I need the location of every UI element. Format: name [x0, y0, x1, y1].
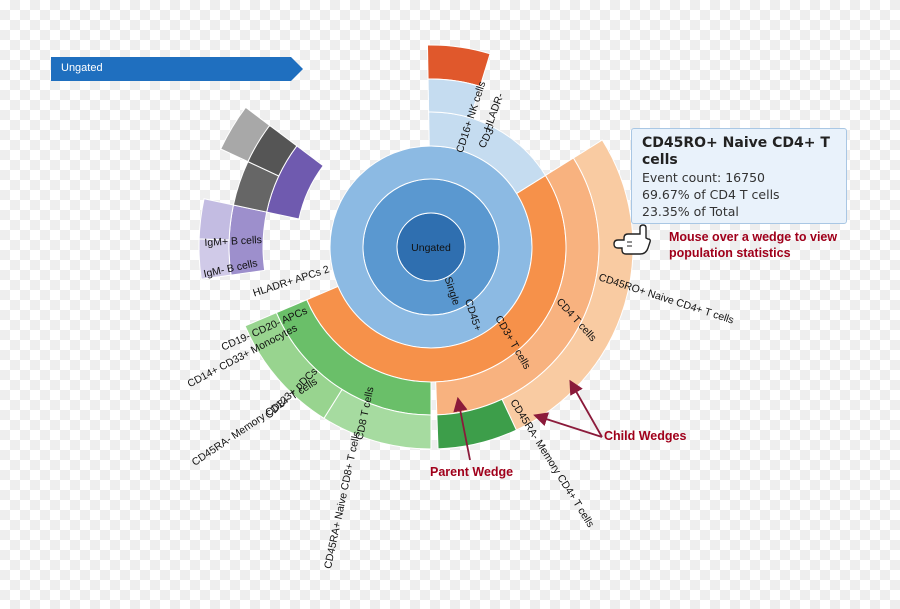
tooltip-event-count: Event count: 16750 [642, 170, 765, 185]
population-tooltip: CD45RO+ Naive CD4+ T cells Event count: … [631, 128, 847, 224]
wedge-cd45ra-memory-cd4-t-cells[interactable] [436, 398, 518, 450]
wedge-hladr[interactable] [427, 78, 481, 119]
breadcrumb-arrow-shape [51, 57, 303, 81]
arrow-child-wedge-memory [533, 412, 603, 438]
label-igm-b-cells: IgM+ B cells [204, 234, 262, 249]
tooltip-title-line1: CD45RO+ Naive CD4+ T [642, 135, 830, 151]
label-cd45ra-memory-cd4-t-cells: CD45RA- Memory CD4+ T cells [507, 397, 596, 529]
tooltip-title-line2: cells [642, 152, 678, 168]
hand-pointer-icon [613, 224, 651, 255]
parent-wedge-annotation: Parent Wedge [430, 465, 514, 479]
sunburst-wedges [198, 44, 634, 450]
child-wedges-annotation: Child Wedges [604, 429, 687, 443]
label-ungated: Ungated [411, 242, 451, 254]
tooltip-percent-total: 23.35% of Total [642, 204, 739, 219]
hover-hint-line1: Mouse over a wedge to view [669, 230, 838, 244]
label-cd45ra-naive-cd8-t-cells: CD45RA+ Naive CD8+ T cells [322, 430, 363, 570]
breadcrumb-arrow-fill [51, 57, 303, 81]
annotation-arrows [453, 379, 603, 461]
breadcrumb-label: Ungated [61, 62, 103, 74]
hover-hint-line2: population statistics [669, 246, 791, 260]
breadcrumb-ungated[interactable]: Ungated [51, 57, 303, 81]
arrow-child-wedge-naive [569, 379, 603, 438]
tooltip-percent-parent: 69.67% of CD4 T cells [642, 187, 780, 202]
wedge-cd45ra-memory-cd8-t-cells[interactable] [244, 311, 343, 419]
wedge-cd123-pdcs[interactable] [198, 198, 235, 241]
arrow-parent-wedge [453, 396, 471, 461]
hover-hint: Mouse over a wedge to view population st… [669, 229, 859, 261]
label-hladr: HLADR- [482, 91, 507, 132]
wedge-unlabeled[interactable] [247, 124, 298, 177]
